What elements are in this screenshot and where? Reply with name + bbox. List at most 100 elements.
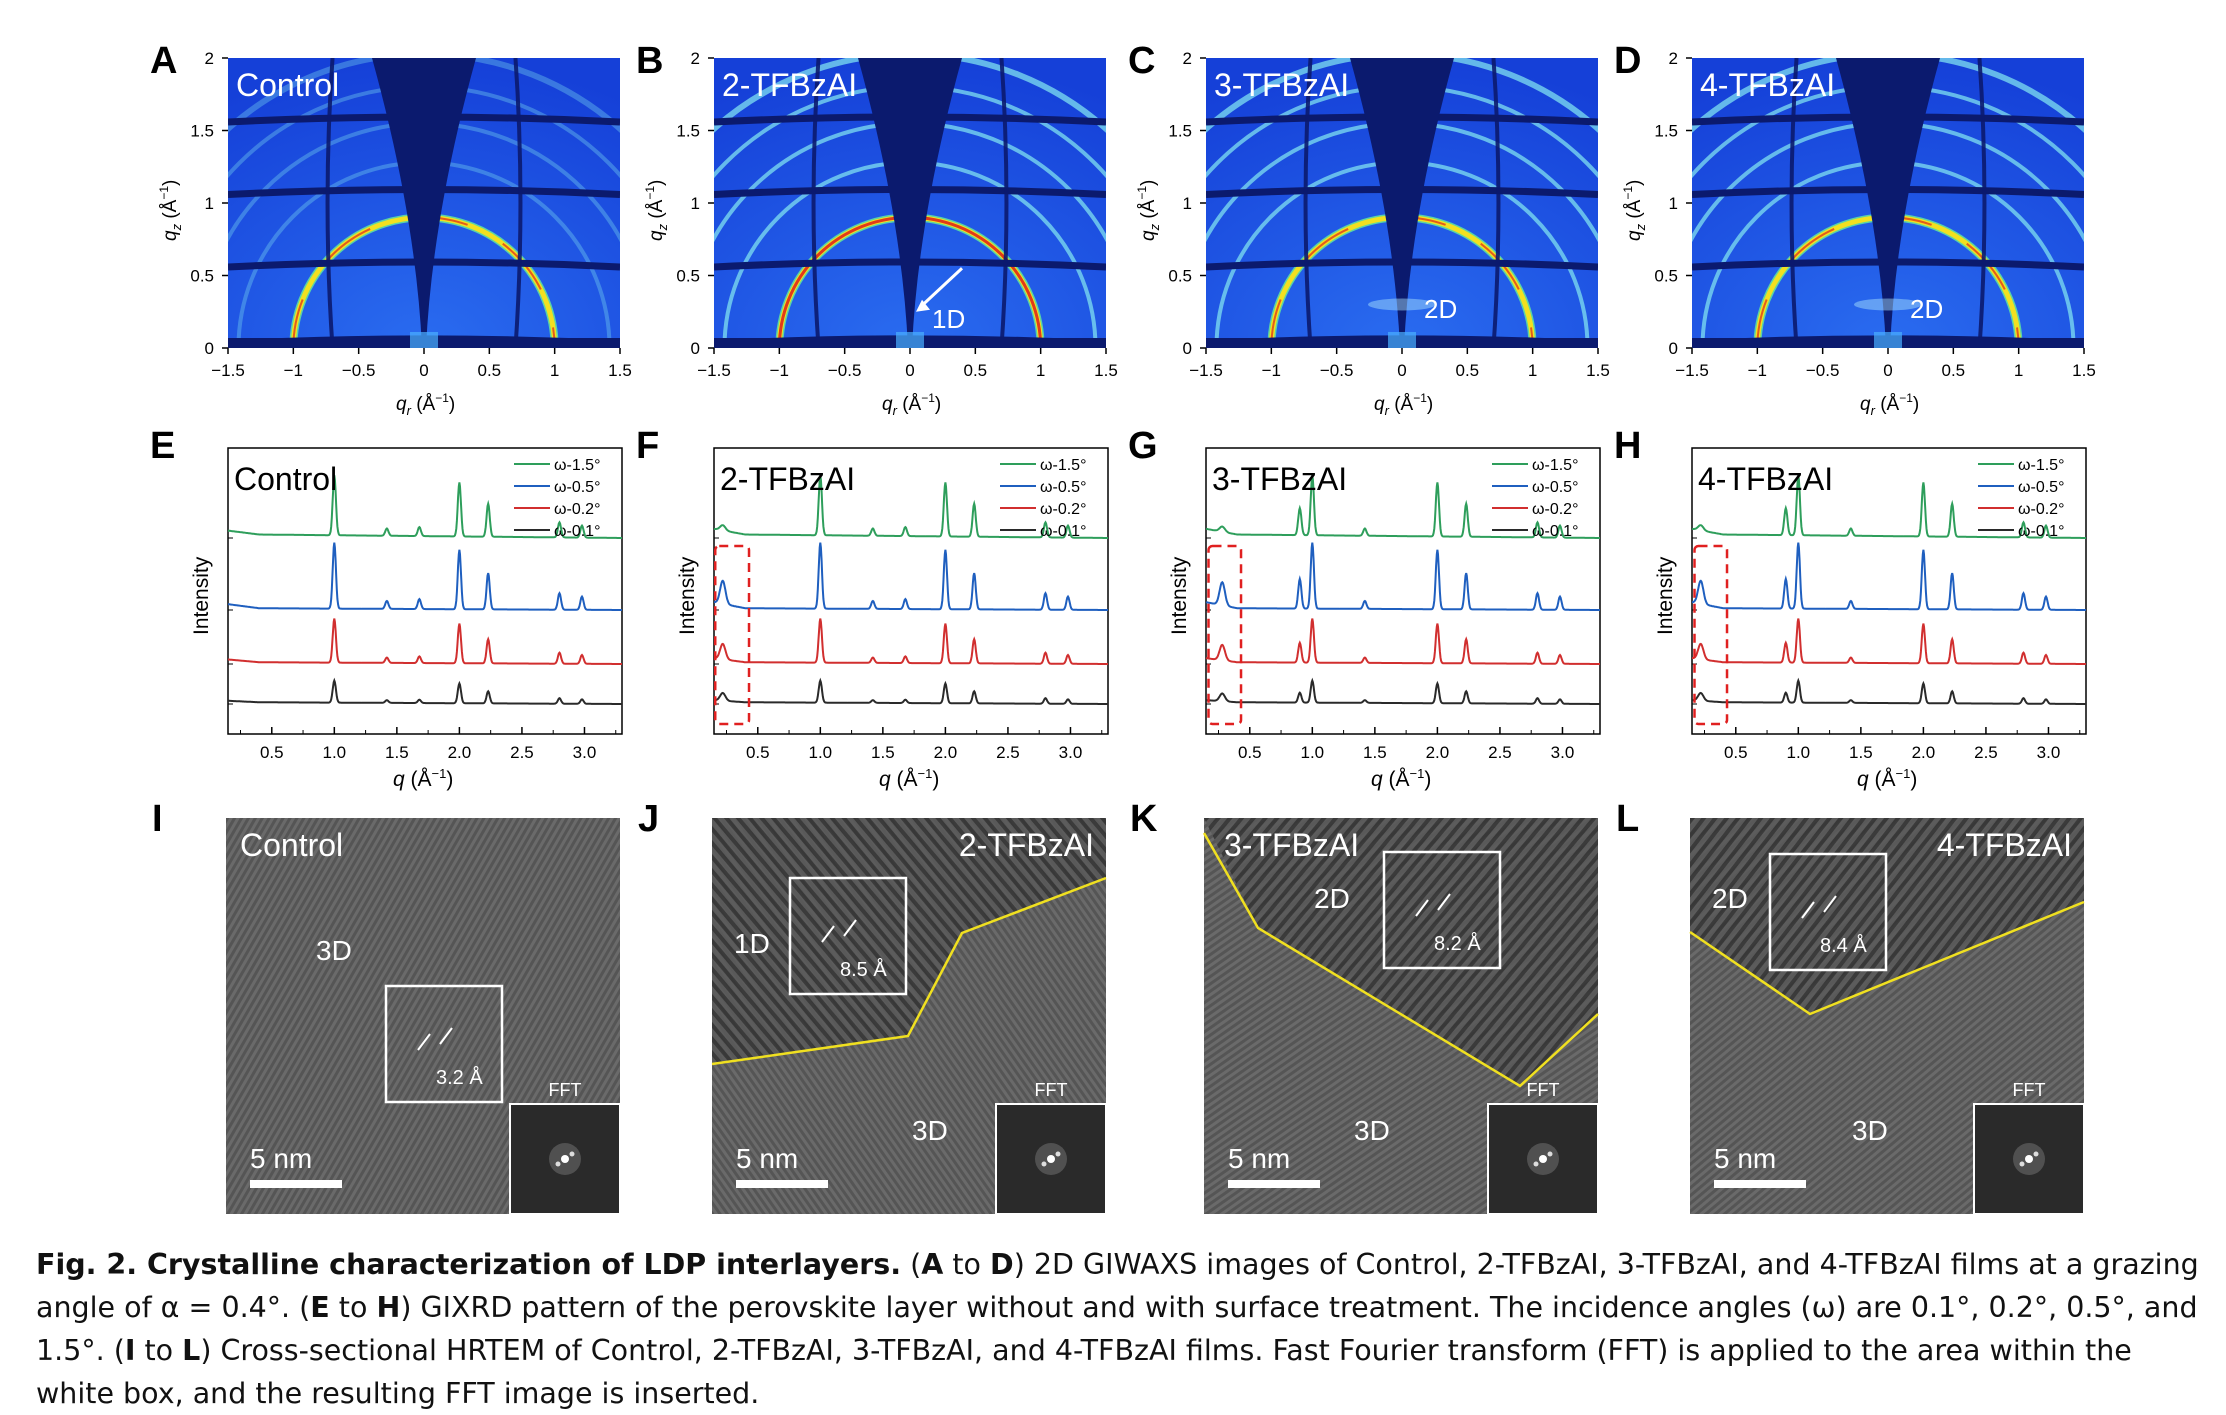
caption-text: ( <box>901 1248 922 1281</box>
scale-bar <box>736 1180 828 1188</box>
y-axis-label: Intensity <box>1654 556 1677 635</box>
x-tick-label: 0.5 <box>1724 743 1748 762</box>
series-line <box>1692 542 2086 611</box>
series-line <box>228 618 622 665</box>
caption-ref: H <box>376 1291 401 1324</box>
x-tick-label: 3.0 <box>2037 743 2061 762</box>
y-tick-label: 1 <box>205 194 214 213</box>
x-tick-label: −1 <box>1262 361 1281 380</box>
caption-ref: I <box>124 1334 136 1367</box>
x-tick-label: 2.0 <box>448 743 472 762</box>
x-tick-label: 0.5 <box>260 743 284 762</box>
x-tick-label: −0.5 <box>1806 361 1840 380</box>
y-axis-label: Intensity <box>1168 556 1191 635</box>
x-tick-label: 2.5 <box>1974 743 1998 762</box>
legend-label: ω-0.5° <box>1532 479 1578 496</box>
detector-gap-vertical <box>1789 58 1799 348</box>
legend-label: ω-0.2° <box>1040 501 1086 518</box>
plot-frame <box>1205 447 1601 735</box>
plot-frame <box>713 447 1109 735</box>
caption-text: ) Cross-sectional HRTEM of Control, 2-TF… <box>36 1334 2132 1410</box>
x-tick-label: 1.5 <box>2072 361 2096 380</box>
x-tick-label: 3.0 <box>1059 743 1083 762</box>
fft-spot <box>569 1151 575 1157</box>
region-label: 3D <box>1354 1115 1390 1146</box>
x-axis-label: qr (Å−1) <box>396 391 455 418</box>
panel-label: 2-TFBzAI <box>720 461 855 497</box>
giwaxs-panel: 4-TFBzAI 2D −1.5 −1 −0.5 0 0.5 1 1.5 0 0.5 1 1.5 2 qr … <box>1621 49 2096 418</box>
x-axis-label: q (Å−1) <box>393 766 453 791</box>
spacing-mark <box>1801 901 1815 919</box>
x-axis-label: qr (Å−1) <box>1374 391 1433 418</box>
fft-label: FFT <box>1035 1080 1068 1100</box>
fft-spot <box>1539 1155 1547 1163</box>
caption-text: ) GIXRD pattern of the perovskite layer … <box>36 1291 2198 1367</box>
fft-spot <box>561 1155 569 1163</box>
missing-wedge <box>1350 58 1454 348</box>
giwaxs-panel: 3-TFBzAI 2D −1.5 −1 −0.5 0 0.5 1 1.5 0 0.5 1 1.5 2 qr … <box>1135 49 1610 418</box>
y-tick-label: 0 <box>1669 339 1678 358</box>
legend-label: ω-0.2° <box>1532 501 1578 518</box>
caption-title: Fig. 2. Crystalline characterization of … <box>36 1248 902 1281</box>
y-axis-label: qz (Å−1) <box>1135 180 1162 241</box>
x-tick-label: −1.5 <box>1189 361 1223 380</box>
legend-label: ω-0.5° <box>2018 479 2064 496</box>
scale-bar-label: 5 nm <box>1228 1143 1290 1174</box>
d-spacing-label: 8.2 Å <box>1434 932 1481 955</box>
analysis-box <box>1382 850 1502 970</box>
hrtem-image: 2-TFBzAI 1D 3D 8.5 Å FFT 5 nm <box>711 818 1107 1215</box>
legend-label: ω-0.1° <box>2018 523 2064 540</box>
y-axis-label: Intensity <box>676 556 699 635</box>
detector-gap-vertical <box>325 58 335 348</box>
y-axis-label: qz (Å−1) <box>1621 180 1648 241</box>
spacing-mark <box>1415 899 1429 917</box>
x-tick-label: 1 <box>1528 361 1537 380</box>
scale-bar-label: 5 nm <box>1714 1143 1776 1174</box>
panel-label: 4-TFBzAI <box>1937 827 2072 863</box>
x-tick-label: 2.0 <box>1426 743 1450 762</box>
specular-spot <box>896 332 924 348</box>
spacing-mark <box>439 1027 453 1045</box>
spacing-mark <box>1823 895 1837 913</box>
analysis-box <box>1768 852 1888 972</box>
low-q-highlight-box <box>1207 544 1243 726</box>
fft-spot <box>1041 1161 1047 1167</box>
interface-line <box>1689 900 2085 1016</box>
series-line <box>1692 618 2086 665</box>
specular-spot <box>1874 332 1902 348</box>
spacing-mark <box>821 925 835 943</box>
series-line <box>227 475 622 539</box>
y-axis-label: qz (Å−1) <box>643 180 670 241</box>
y-tick-label: 2 <box>1669 49 1678 68</box>
giwaxs-panel: Control −1.5 −1 −0.5 0 0.5 1 1.5 0 0.5 1 1.5 2 qr (Å−… <box>157 49 632 418</box>
panel-letter: A <box>150 40 178 82</box>
legend-label: ω-0.5° <box>554 479 600 496</box>
y-tick-label: 0.5 <box>190 267 214 286</box>
x-tick-label: 1.5 <box>385 743 409 762</box>
x-tick-label: 1 <box>2014 361 2023 380</box>
x-tick-label: −1 <box>284 361 303 380</box>
panel-letter: E <box>150 425 176 467</box>
x-axis-label: qr (Å−1) <box>1860 391 1919 418</box>
panel-letter: H <box>1614 425 1642 467</box>
scale-bar-label: 5 nm <box>250 1143 312 1174</box>
caption-text: to <box>943 1248 991 1281</box>
detector-gap-vertical <box>1977 58 1987 348</box>
region-label: 2D <box>1712 883 1748 914</box>
fft-spot <box>1047 1155 1055 1163</box>
series-line <box>228 542 622 611</box>
region-label: 1D <box>734 928 770 959</box>
panel-letter: C <box>1128 40 1156 82</box>
x-tick-label: −1 <box>1748 361 1767 380</box>
low-q-highlight-box <box>1693 544 1729 726</box>
caption-ref: D <box>990 1248 1014 1281</box>
x-tick-label: 0 <box>1883 361 1892 380</box>
detector-gap-vertical <box>999 58 1009 348</box>
x-tick-label: 1.0 <box>322 743 346 762</box>
legend-label: ω-1.5° <box>1532 457 1578 474</box>
hrtem-image: 3-TFBzAI 2D 3D 8.2 Å FFT 5 nm <box>1202 818 1599 1215</box>
gixrd-panel: 0.5 1.0 1.5 2.0 2.5 3.0 Control ω-1.5° ω-0.5° ω-0… <box>190 447 623 791</box>
fft-spot <box>2033 1151 2039 1157</box>
x-tick-label: 1.5 <box>608 361 632 380</box>
annotation-streak <box>1368 298 1436 311</box>
